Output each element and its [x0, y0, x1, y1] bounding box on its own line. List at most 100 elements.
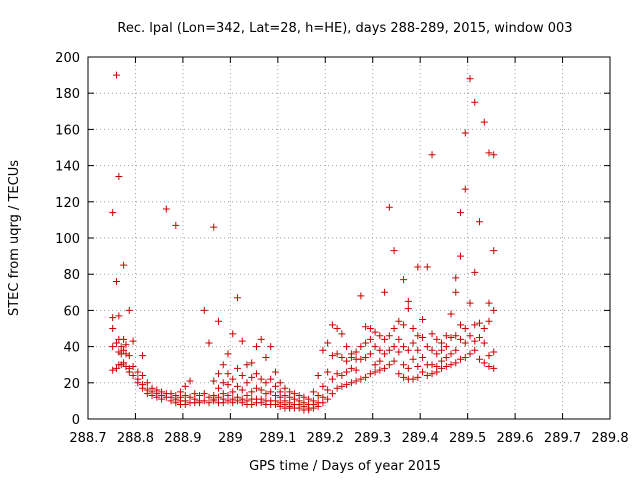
- data-point: [248, 373, 256, 381]
- y-tick-label: 120: [55, 196, 80, 211]
- data-point: [343, 357, 351, 365]
- data-point: [276, 379, 284, 387]
- data-point: [309, 388, 317, 396]
- data-point: [205, 339, 213, 347]
- data-point: [167, 397, 175, 405]
- data-point: [366, 335, 374, 343]
- data-point: [324, 386, 332, 394]
- data-point: [347, 364, 355, 372]
- data-point: [485, 299, 493, 307]
- data-point: [442, 353, 450, 361]
- data-point: [229, 330, 237, 338]
- y-tick-label: 60: [63, 304, 80, 319]
- x-tick-label: 289.5: [449, 431, 486, 446]
- data-point: [267, 388, 275, 396]
- data-point: [438, 346, 446, 354]
- data-point: [352, 366, 360, 374]
- data-point: [490, 348, 498, 356]
- data-point: [219, 379, 227, 387]
- data-point: [219, 361, 227, 369]
- data-point: [112, 339, 120, 347]
- data-point: [447, 310, 455, 318]
- data-point: [447, 334, 455, 342]
- data-point: [233, 382, 241, 390]
- data-point: [490, 306, 498, 314]
- data-point: [134, 368, 142, 376]
- data-point: [215, 370, 222, 378]
- data-point: [129, 363, 137, 371]
- data-point: [125, 306, 133, 314]
- data-point: [390, 343, 398, 351]
- data-point: [295, 404, 303, 412]
- data-point: [252, 384, 260, 392]
- data-point: [215, 384, 222, 392]
- data-point: [428, 346, 436, 354]
- data-point: [233, 397, 241, 405]
- data-point: [485, 352, 493, 360]
- data-point: [471, 268, 479, 276]
- data-point: [328, 390, 336, 398]
- data-point: [305, 406, 313, 414]
- data-point: [129, 372, 137, 380]
- data-point: [485, 317, 493, 325]
- data-point: [257, 375, 265, 383]
- data-point: [262, 390, 270, 398]
- data-point: [267, 375, 275, 383]
- data-point: [457, 321, 465, 329]
- data-point: [324, 395, 332, 403]
- data-point: [419, 334, 427, 342]
- data-point: [352, 377, 360, 385]
- data-point: [352, 348, 360, 356]
- data-point: [466, 75, 474, 83]
- data-point: [490, 151, 498, 159]
- y-tick-label: 40: [63, 341, 80, 356]
- data-point: [243, 379, 251, 387]
- data-point: [233, 364, 241, 372]
- data-point: [196, 399, 204, 407]
- data-point: [452, 288, 460, 296]
- y-tick-label: 140: [55, 160, 80, 175]
- data-point: [200, 390, 208, 398]
- data-point: [452, 346, 460, 354]
- data-point: [395, 370, 403, 378]
- data-point: [480, 339, 488, 347]
- x-tick-label: 288.8: [117, 431, 154, 446]
- data-point: [490, 247, 498, 255]
- data-point: [480, 359, 488, 367]
- data-point: [257, 335, 265, 343]
- data-point: [409, 325, 417, 332]
- data-point: [153, 393, 161, 401]
- data-point: [442, 343, 450, 351]
- data-point: [381, 288, 389, 296]
- grid: [88, 57, 610, 419]
- data-point: [252, 343, 260, 351]
- data-point: [257, 399, 265, 407]
- data-point: [172, 221, 180, 229]
- data-point: [120, 335, 128, 343]
- data-point: [238, 399, 246, 407]
- data-point: [461, 129, 469, 137]
- data-point: [210, 377, 218, 385]
- data-point: [248, 401, 256, 409]
- x-tick-label: 288.9: [164, 431, 201, 446]
- data-point: [215, 317, 222, 325]
- x-axis-title: GPS time / Days of year 2015: [249, 459, 441, 474]
- data-point: [385, 203, 393, 211]
- data-point: [148, 391, 156, 399]
- data-point: [471, 98, 479, 106]
- data-point: [452, 274, 460, 282]
- data-point: [461, 325, 469, 332]
- data-point: [485, 363, 493, 371]
- data-point: [395, 335, 403, 343]
- data-point: [433, 335, 441, 343]
- data-point: [229, 399, 237, 407]
- data-point: [385, 346, 393, 354]
- data-point: [414, 263, 422, 271]
- data-point: [376, 357, 384, 365]
- data-point: [381, 364, 389, 372]
- data-point: [357, 375, 365, 383]
- data-point: [319, 382, 327, 390]
- data-point: [457, 209, 465, 217]
- data-point: [139, 352, 147, 360]
